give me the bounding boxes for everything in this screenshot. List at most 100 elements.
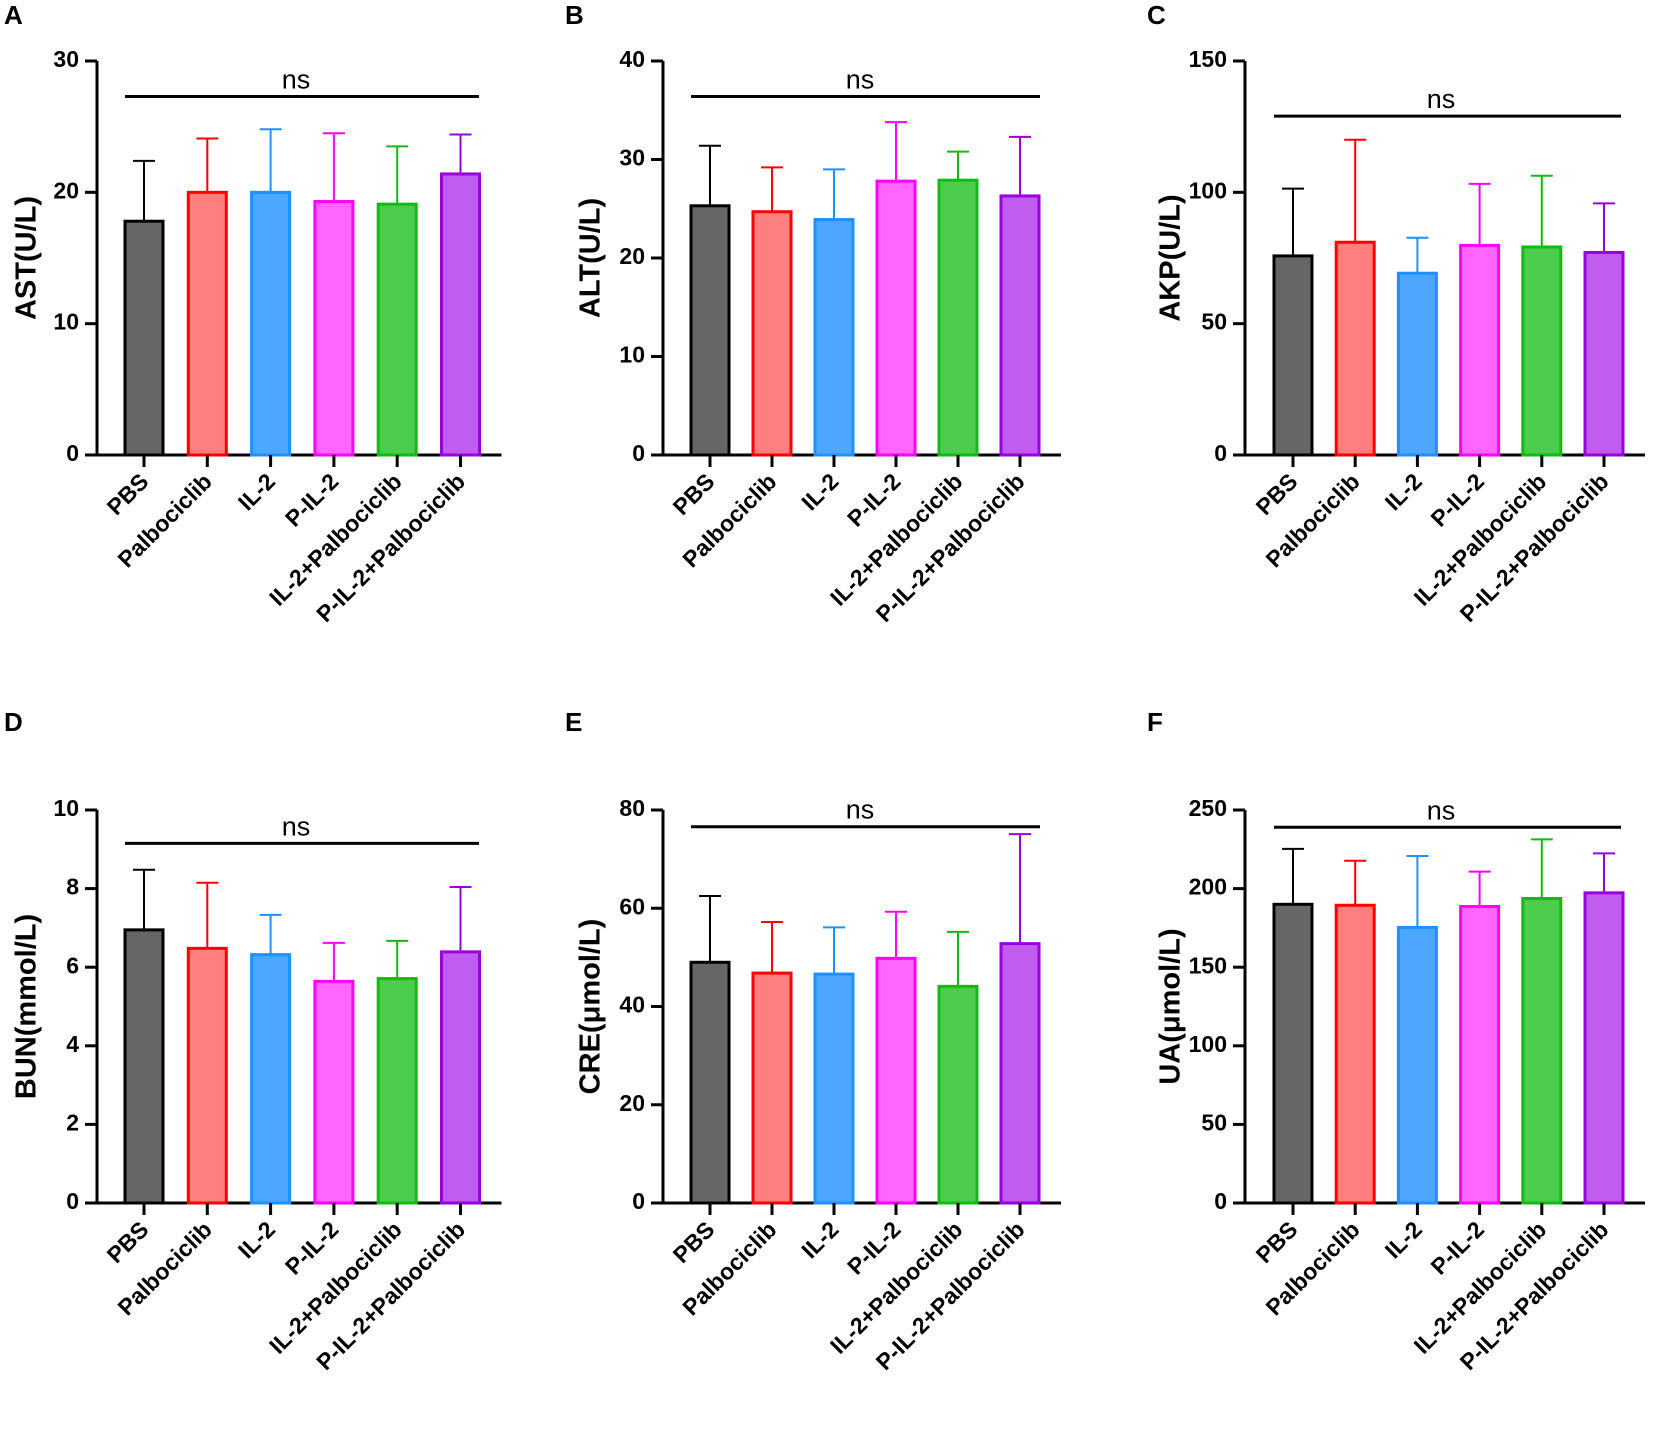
y-axis-label: AKP(U/L) <box>1155 194 1187 321</box>
y-tick-label: 20 <box>53 177 79 203</box>
y-tick-label: 100 <box>1189 177 1227 203</box>
panel-letter: B <box>565 0 584 30</box>
y-tick-label: 20 <box>619 1090 645 1116</box>
panel-letter: C <box>1147 0 1166 30</box>
bar-il-2 <box>813 972 855 1205</box>
y-tick-label: 30 <box>53 46 79 72</box>
bar-p-il-2 <box>875 179 917 457</box>
bar-palbociclib <box>186 946 228 1205</box>
y-tick-label: 0 <box>1214 1188 1227 1214</box>
y-axis-label: AST(U/L) <box>11 196 43 320</box>
bar-il-2 <box>250 190 292 457</box>
y-tick-label: 40 <box>619 992 645 1018</box>
x-tick-label: PBS <box>1251 468 1303 520</box>
y-tick-label: 0 <box>1214 440 1227 466</box>
x-tick-label: PBS <box>668 468 720 520</box>
bar-palbociclib <box>1334 240 1376 457</box>
y-tick-label: 0 <box>632 1188 645 1214</box>
bar-palbociclib <box>186 190 228 457</box>
bar-palbociclib <box>751 971 793 1205</box>
y-tick-label: 150 <box>1189 46 1227 72</box>
y-tick-label: 50 <box>1201 1109 1227 1135</box>
y-tick-label: 100 <box>1189 1031 1227 1057</box>
y-tick-label: 6 <box>66 952 79 978</box>
bar-p-il-2-palbociclib <box>440 172 481 457</box>
x-tick-label: IL-2 <box>233 468 280 515</box>
x-tick-label: PBS <box>102 1216 154 1268</box>
y-tick-label: 10 <box>619 342 645 368</box>
bar-il-2-palbociclib <box>1521 245 1563 457</box>
bar-il-2 <box>1396 925 1438 1205</box>
bar-p-il-2-palbociclib <box>440 950 481 1205</box>
bar-pbs <box>1272 254 1314 457</box>
bar-il-2 <box>1396 271 1438 457</box>
y-tick-label: 4 <box>66 1031 79 1057</box>
y-tick-label: 250 <box>1189 795 1227 821</box>
bar-p-il-2 <box>313 979 355 1205</box>
chart-panel-f: FUA(μmol/L)050100150200250PBSPalbociclib… <box>1147 707 1645 1375</box>
bar-p-il-2-palbociclib <box>1583 891 1625 1205</box>
bar-p-il-2-palbociclib <box>999 942 1041 1205</box>
x-tick-label: IL-2 <box>796 1216 843 1263</box>
y-tick-label: 20 <box>619 243 645 269</box>
panel-letter: D <box>4 707 23 737</box>
significance-label: ns <box>282 64 311 94</box>
bar-il-2-palbociclib <box>937 984 979 1205</box>
y-tick-label: 150 <box>1189 952 1227 978</box>
bar-pbs <box>689 960 731 1205</box>
y-tick-label: 10 <box>53 795 79 821</box>
bar-il-2-palbociclib <box>937 178 979 457</box>
x-tick-label: PBS <box>668 1216 720 1268</box>
panel-letter: E <box>565 707 582 737</box>
bar-p-il-2-palbociclib <box>1583 250 1625 457</box>
significance-label: ns <box>282 811 311 841</box>
bar-palbociclib <box>1334 903 1376 1205</box>
y-tick-label: 200 <box>1189 874 1227 900</box>
bar-pbs <box>1272 902 1314 1205</box>
y-tick-label: 8 <box>66 874 79 900</box>
bar-p-il-2 <box>313 200 355 457</box>
bar-il-2 <box>250 953 292 1205</box>
panel-letter: A <box>4 0 23 30</box>
bar-il-2-palbociclib <box>1521 897 1563 1205</box>
bar-il-2-palbociclib <box>376 977 418 1205</box>
y-tick-label: 0 <box>66 1188 79 1214</box>
bar-p-il-2-palbociclib <box>999 194 1041 457</box>
y-tick-label: 0 <box>66 440 79 466</box>
y-tick-label: 40 <box>619 46 645 72</box>
bar-palbociclib <box>751 210 793 457</box>
bar-p-il-2 <box>875 956 917 1205</box>
x-tick-label: PBS <box>1251 1216 1303 1268</box>
x-tick-label: IL-2 <box>1380 468 1427 515</box>
panel-letter: F <box>1147 707 1163 737</box>
significance-label: ns <box>846 795 875 825</box>
bar-il-2 <box>813 218 855 457</box>
bar-il-2-palbociclib <box>376 202 418 457</box>
x-tick-label: PBS <box>102 468 154 520</box>
significance-label: ns <box>1427 795 1456 825</box>
y-axis-label: UA(μmol/L) <box>1155 928 1187 1084</box>
y-tick-label: 10 <box>53 309 79 335</box>
x-tick-label: IL-2 <box>233 1216 280 1263</box>
y-tick-label: 2 <box>66 1109 79 1135</box>
bar-pbs <box>689 204 731 457</box>
x-tick-label: IL-2 <box>1380 1216 1427 1263</box>
y-axis-label: ALT(U/L) <box>575 198 607 318</box>
y-tick-label: 50 <box>1201 309 1227 335</box>
y-tick-label: 0 <box>632 440 645 466</box>
bar-pbs <box>123 219 165 457</box>
bar-p-il-2 <box>1459 905 1501 1205</box>
y-tick-label: 60 <box>619 893 645 919</box>
y-axis-label: CRE(μmol/L) <box>575 919 607 1095</box>
significance-label: ns <box>1427 84 1456 114</box>
significance-label: ns <box>846 64 875 94</box>
bar-p-il-2 <box>1459 243 1501 457</box>
y-tick-label: 30 <box>619 145 645 171</box>
bar-pbs <box>123 928 165 1205</box>
y-tick-label: 80 <box>619 795 645 821</box>
